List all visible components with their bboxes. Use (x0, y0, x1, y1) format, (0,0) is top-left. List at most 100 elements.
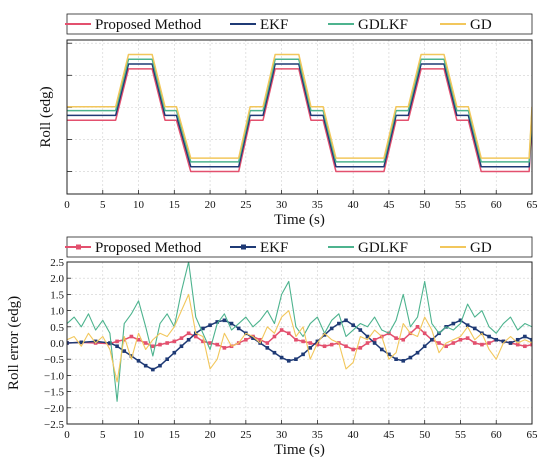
data-point (523, 344, 527, 349)
data-point (530, 342, 532, 347)
data-point (487, 334, 491, 339)
plot-frame (66, 39, 533, 195)
data-point (115, 344, 119, 349)
legend-item: GDLKF (328, 17, 408, 33)
data-point (379, 347, 384, 352)
x-axis-label: Time (s) (274, 212, 325, 228)
data-point (530, 337, 532, 342)
series-line-proposed-method (67, 68, 532, 173)
x-tick-label: 60 (491, 429, 503, 441)
x-tick-label: 35 (312, 199, 324, 211)
legend-label: Proposed Method (95, 240, 202, 256)
data-point (480, 342, 484, 347)
y-tick-label: 0.0 (50, 338, 64, 350)
series-line-gdlkf (67, 58, 532, 163)
data-point (129, 354, 134, 358)
data-point (523, 334, 527, 339)
data-point (315, 342, 320, 347)
data-point (279, 355, 284, 360)
data-point (351, 323, 355, 327)
data-point (151, 344, 155, 349)
x-tick-label: 60 (491, 199, 503, 211)
data-point (201, 326, 205, 331)
y-axis-label: Roll (edg) (38, 86, 54, 147)
data-point (215, 320, 220, 324)
legend-label: GDLKF (358, 240, 408, 256)
data-point (286, 331, 291, 336)
legend: Proposed Method EKF GDLKF GD (65, 236, 533, 258)
data-point (458, 318, 463, 323)
data-point (322, 333, 327, 337)
x-tick-label: 5 (100, 429, 106, 441)
chart-1: 0 5 10 15 20 25 30 35 40 45 50 55 60 65 Time (s) Roll (… (38, 13, 538, 228)
legend-label: Proposed Method (95, 17, 202, 33)
data-point (251, 336, 255, 340)
x-tick-label: 5 (100, 199, 106, 211)
data-point (122, 349, 127, 353)
data-point (79, 340, 84, 345)
legend-item: GD (440, 17, 492, 33)
data-point (193, 334, 198, 339)
data-point (401, 337, 406, 342)
data-point (422, 344, 427, 349)
data-point (265, 346, 270, 350)
data-point (472, 341, 477, 345)
plot-area (67, 53, 532, 173)
x-tick-label: 50 (419, 199, 431, 211)
x-tick-label: 15 (169, 199, 181, 211)
legend-item: GDLKF (328, 240, 408, 256)
data-point (308, 341, 313, 345)
data-point (329, 326, 334, 331)
x-tick-label: 45 (383, 429, 395, 441)
x-tick-label: 65 (527, 429, 539, 441)
y-tick-label: 2.0 (50, 273, 64, 285)
x-tick-label: 30 (276, 199, 288, 211)
y-tick-label: −1.0 (44, 370, 64, 382)
data-point (294, 337, 298, 342)
y-tick-label: 0.5 (50, 322, 64, 334)
data-point (408, 355, 413, 360)
legend-item: Proposed Method (65, 240, 202, 256)
data-point (508, 341, 513, 345)
data-point (136, 359, 141, 363)
legend-label: EKF (260, 17, 288, 33)
data-point (108, 341, 112, 345)
data-point (365, 341, 370, 345)
data-point (165, 357, 169, 361)
data-point (458, 337, 463, 342)
data-point (222, 318, 227, 323)
x-tick-label: 35 (312, 429, 324, 441)
data-point (487, 341, 491, 345)
y-tick-label: −2.5 (44, 419, 64, 431)
legend-marker (241, 244, 246, 250)
data-point (472, 326, 477, 331)
data-point (179, 344, 184, 349)
x-tick-label: 30 (276, 429, 288, 441)
x-tick-label: 20 (205, 429, 217, 441)
data-point (186, 331, 191, 336)
data-point (415, 325, 420, 329)
data-point (143, 341, 148, 345)
y-tick-label: 1.0 (50, 306, 64, 318)
data-point (308, 346, 313, 350)
data-point (322, 344, 327, 349)
plot-area (67, 262, 532, 402)
data-point (344, 344, 348, 349)
legend-label: EKF (260, 240, 288, 256)
data-point (165, 341, 169, 345)
data-point (136, 337, 141, 342)
data-point (315, 339, 320, 344)
y-tick-label: −2.0 (44, 403, 64, 415)
x-tick-label: 25 (240, 429, 252, 441)
data-point (358, 328, 363, 332)
data-point (67, 341, 69, 345)
data-point (236, 326, 241, 331)
data-point (172, 350, 177, 355)
data-point (444, 344, 448, 349)
x-tick-label: 55 (455, 199, 467, 211)
x-tick-label: 10 (133, 199, 145, 211)
data-point (451, 341, 456, 345)
data-point (179, 336, 184, 340)
data-point (372, 337, 377, 342)
data-point (372, 341, 377, 345)
